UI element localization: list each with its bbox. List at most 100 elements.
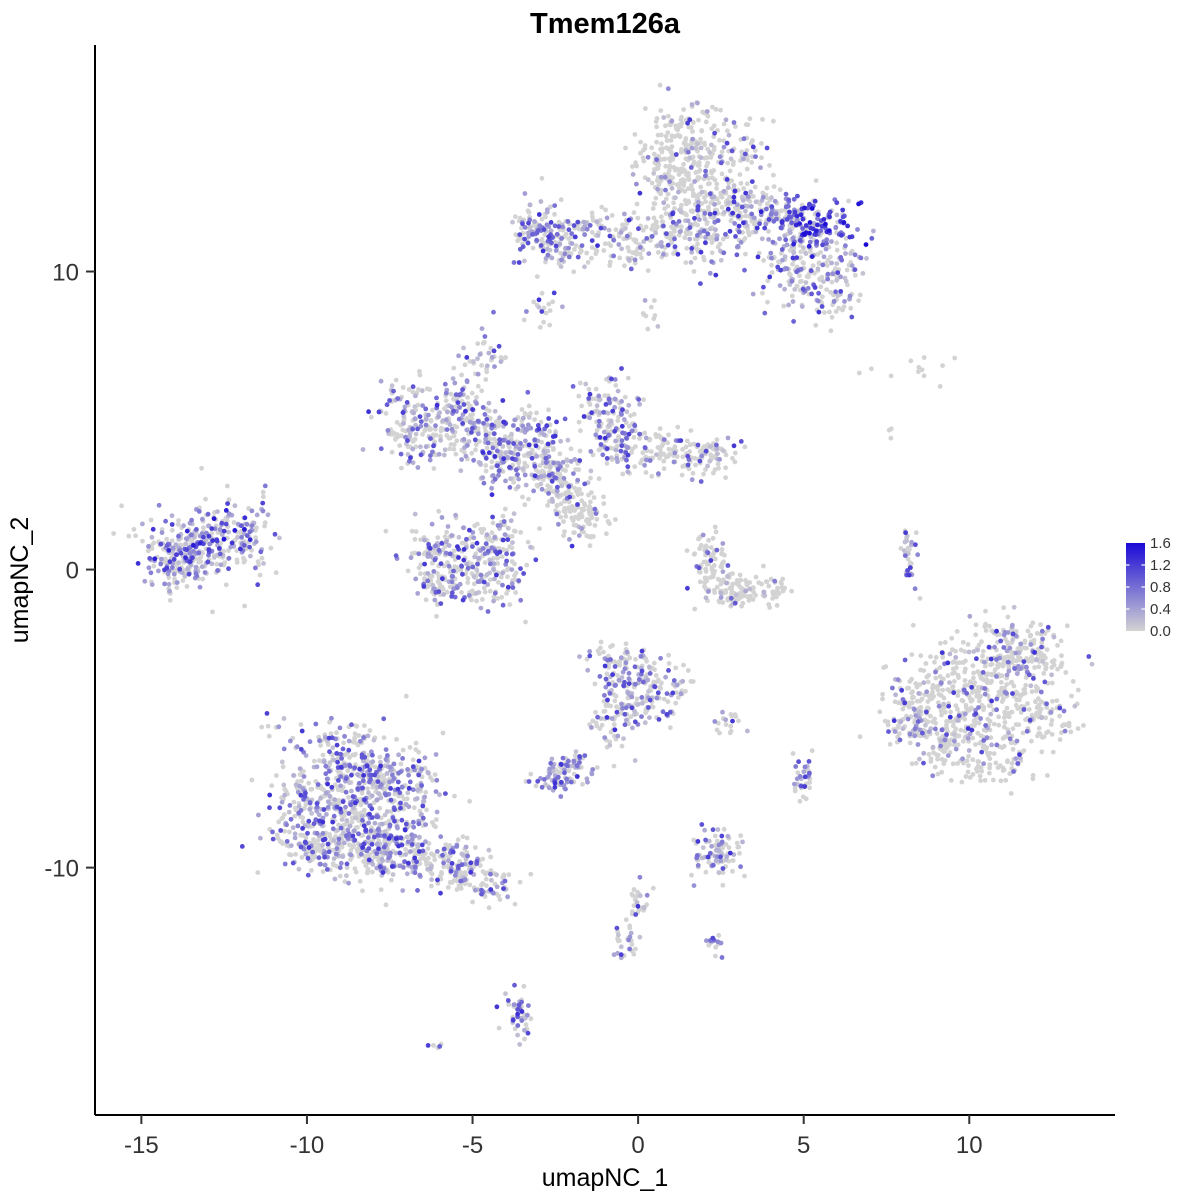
cell-point <box>684 548 690 553</box>
cell-point <box>742 444 748 450</box>
cell-point <box>421 551 427 557</box>
cell-point <box>588 468 594 474</box>
cell-point <box>674 682 680 688</box>
cell-point <box>479 388 485 394</box>
cell-point <box>928 654 933 659</box>
cell-point <box>494 555 500 561</box>
cell-point <box>669 133 675 139</box>
cell-point <box>438 437 443 443</box>
cell-point <box>973 742 978 747</box>
cell-point <box>717 137 722 143</box>
cell-point <box>738 594 744 600</box>
cell-point <box>1014 658 1019 664</box>
cell-point <box>199 465 205 471</box>
cell-point <box>995 765 1001 770</box>
cell-point <box>489 354 495 360</box>
cell-point <box>799 304 805 309</box>
cell-point <box>748 140 754 146</box>
cell-point <box>660 441 666 447</box>
cell-point <box>512 577 518 583</box>
cell-point <box>338 783 343 789</box>
cell-point <box>784 242 790 248</box>
cell-point <box>293 851 298 857</box>
cell-point <box>829 260 834 266</box>
cell-point <box>720 709 725 715</box>
cell-point <box>1045 729 1051 735</box>
cell-point <box>344 873 349 879</box>
cell-point <box>410 446 416 452</box>
cell-point <box>728 723 734 729</box>
cell-point <box>740 198 746 203</box>
cell-point <box>1013 722 1019 727</box>
cell-point <box>415 465 421 470</box>
cell-point <box>413 529 419 534</box>
cell-point <box>945 673 951 679</box>
cell-point <box>1004 682 1010 687</box>
cell-point <box>410 460 416 466</box>
cell-point <box>690 679 696 684</box>
cell-point <box>595 233 601 238</box>
cell-point <box>509 431 514 437</box>
cell-point <box>597 410 603 416</box>
cell-point <box>586 492 591 498</box>
cell-point <box>422 537 427 543</box>
cell-point <box>576 533 582 538</box>
cell-point <box>708 444 713 449</box>
cell-point <box>1049 672 1054 678</box>
cell-point <box>467 882 473 888</box>
cell-point <box>259 555 265 561</box>
cell-point <box>684 231 690 237</box>
cell-point <box>486 408 492 414</box>
cell-point <box>918 705 924 710</box>
cell-point <box>975 647 980 653</box>
cell-point <box>946 738 952 744</box>
cell-point <box>926 706 931 711</box>
cell-point <box>200 576 206 582</box>
cell-point <box>592 523 598 528</box>
cell-point <box>550 299 556 305</box>
cell-point <box>509 545 515 551</box>
cell-point <box>677 229 683 235</box>
cell-point <box>721 138 727 144</box>
cell-point <box>457 869 463 875</box>
cell-point <box>714 838 720 844</box>
cell-point <box>424 807 429 813</box>
cell-point <box>743 251 748 257</box>
cell-point <box>199 564 205 570</box>
cell-point <box>962 711 968 717</box>
cell-point <box>976 693 982 699</box>
cell-point <box>803 251 809 256</box>
cell-point <box>339 844 345 850</box>
cell-point <box>300 815 306 821</box>
cell-point <box>643 106 648 111</box>
cell-point <box>987 762 993 767</box>
cell-point <box>571 522 577 528</box>
cell-point <box>983 608 988 614</box>
cell-point <box>254 512 260 518</box>
cell-point <box>447 446 453 452</box>
cell-point <box>460 834 466 840</box>
cell-point <box>774 594 779 600</box>
cell-point <box>729 584 735 589</box>
cell-point <box>947 680 952 685</box>
cell-point <box>657 446 663 452</box>
cell-point <box>346 738 352 744</box>
cell-point <box>393 377 399 383</box>
cell-point <box>234 548 240 553</box>
cell-point <box>441 406 447 412</box>
cell-point <box>439 515 445 520</box>
cell-point <box>282 792 287 798</box>
cell-point <box>724 580 729 586</box>
cell-point <box>730 858 736 863</box>
cell-point <box>276 819 282 825</box>
cell-point <box>601 709 607 714</box>
cell-point <box>558 514 564 520</box>
cell-point <box>623 641 629 647</box>
cell-point <box>726 180 731 186</box>
cell-point <box>679 472 685 478</box>
cell-point <box>166 575 172 580</box>
cell-point <box>547 322 553 328</box>
cell-point <box>625 245 631 250</box>
cell-point <box>869 366 874 372</box>
cell-point <box>375 854 381 860</box>
